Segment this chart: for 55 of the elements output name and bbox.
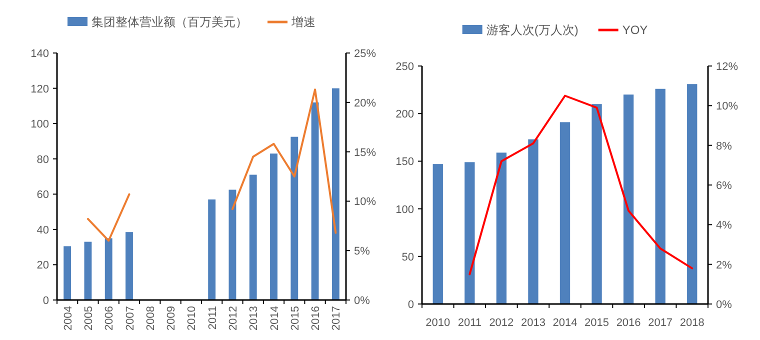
- y-tick-label: 80: [36, 154, 49, 166]
- legend-label: 集团整体营业额（百万美元）: [92, 15, 248, 29]
- x-tick-label: 2013: [520, 317, 546, 329]
- y2-tick-label: 4%: [716, 220, 732, 232]
- y-tick-label: 100: [396, 204, 414, 216]
- y-tick-label: 50: [402, 251, 414, 264]
- x-tick-label: 2011: [458, 317, 482, 329]
- y-tick-label: 100: [30, 118, 49, 131]
- y-tick-label: 40: [36, 224, 49, 236]
- legend-label: YOY: [622, 23, 648, 37]
- x-tick-label: 2011: [206, 306, 219, 330]
- x-tick-label: 2012: [227, 306, 240, 330]
- y2-tick-label: 20%: [354, 97, 376, 110]
- x-tick-label: 2015: [289, 306, 302, 330]
- y2-tick-label: 25%: [354, 48, 376, 60]
- x-tick-label: 2010: [426, 317, 450, 329]
- x-tick-label: 2015: [584, 317, 610, 329]
- y2-tick-label: 10%: [716, 100, 738, 113]
- x-tick-label: 2006: [104, 306, 116, 330]
- x-tick-label: 2018: [680, 317, 704, 329]
- y2-tick-label: 0%: [354, 295, 370, 307]
- y2-tick-label: 2%: [716, 259, 732, 272]
- y-tick-label: 0: [42, 295, 49, 307]
- x-tick-label: 2009: [166, 306, 178, 330]
- y-tick-label: 120: [30, 83, 49, 96]
- x-tick-label: 2014: [268, 306, 281, 330]
- y-tick-label: 250: [396, 61, 414, 73]
- y2-tick-label: 10%: [354, 196, 376, 208]
- y-tick-label: 0: [408, 299, 414, 311]
- x-tick-label: 2014: [552, 317, 578, 329]
- y-tick-label: 20: [36, 260, 49, 272]
- y2-tick-label: 15%: [354, 146, 376, 159]
- x-tick-label: 2017: [330, 306, 343, 330]
- x-tick-label: 2017: [648, 317, 673, 329]
- x-tick-label: 2004: [62, 306, 74, 330]
- x-tick-label: 2005: [82, 306, 95, 330]
- x-tick-label: 2007: [124, 306, 136, 330]
- y-tick-label: 140: [30, 48, 49, 60]
- legend-label: 增速: [290, 15, 316, 29]
- legend-label: 游客人次(万人次): [486, 23, 578, 37]
- x-tick-label: 2008: [144, 306, 157, 330]
- y-tick-label: 60: [36, 189, 49, 202]
- x-tick-label: 2016: [616, 317, 641, 329]
- y2-tick-label: 0%: [716, 299, 732, 311]
- x-tick-label: 2013: [248, 306, 260, 330]
- line-series: [468, 94, 694, 276]
- y2-tick-label: 5%: [354, 246, 370, 258]
- y-tick-label: 150: [396, 156, 414, 168]
- y-tick-label: 200: [396, 108, 414, 121]
- x-tick-label: 2012: [489, 317, 514, 329]
- x-tick-label: 2016: [310, 306, 322, 330]
- y2-tick-label: 8%: [716, 140, 732, 152]
- y2-tick-label: 12%: [716, 61, 738, 73]
- x-tick-label: 2010: [186, 306, 198, 330]
- y2-tick-label: 6%: [716, 180, 732, 192]
